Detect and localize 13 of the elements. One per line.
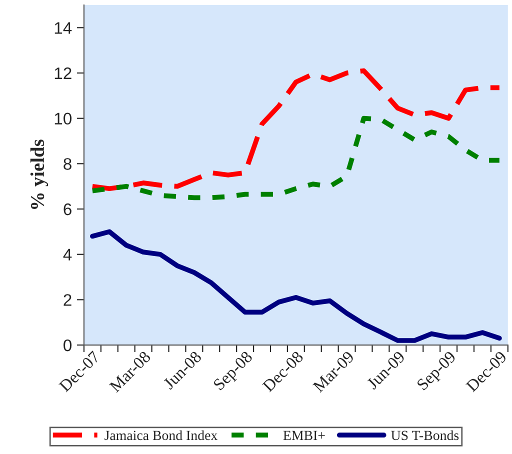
y-tick-label: 6	[64, 203, 72, 216]
y-tick-label: 0	[64, 339, 72, 352]
legend-label: EMBI+	[283, 430, 325, 440]
y-tick-label: 10	[54, 112, 72, 125]
y-tick-label: 4	[63, 248, 72, 260]
y-tick-label: 8	[64, 158, 72, 170]
legend-label: Jamaica Bond Index	[104, 430, 218, 440]
legend-label: US T-Bonds	[391, 430, 459, 440]
y-tick-label: 14	[54, 22, 72, 34]
y-axis-title: % yields	[30, 140, 48, 209]
line-series	[90, 229, 502, 343]
y-tick-label: 12	[54, 67, 72, 80]
y-tick-label: 2	[64, 294, 72, 306]
